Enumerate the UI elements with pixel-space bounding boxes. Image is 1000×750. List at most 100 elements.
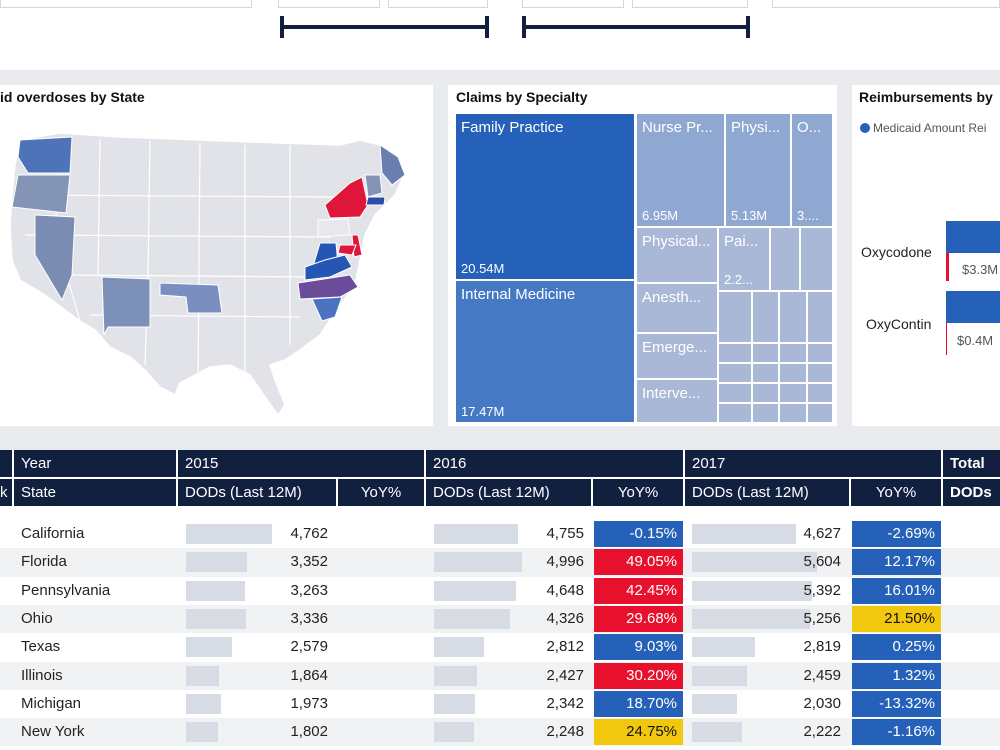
header-yoy-2015[interactable]: YoY% <box>338 479 424 506</box>
state-name: Illinois <box>21 666 63 684</box>
dods-2015: 4,762 <box>290 525 328 542</box>
table-row[interactable]: Ohio 3,336 4,326 29.68% 5,256 21.50% <box>0 604 1000 634</box>
slider-handle-end[interactable] <box>746 16 750 38</box>
treemap-cell-small[interactable] <box>770 227 800 291</box>
treemap-cell-small[interactable] <box>718 363 752 383</box>
treemap-cell-small[interactable] <box>752 343 779 363</box>
treemap-cell-small[interactable] <box>807 403 833 423</box>
header-dods-2016[interactable]: DODs (Last 12M) <box>426 479 591 506</box>
table-row[interactable]: Texas 2,579 2,812 9.03% 2,819 0.25% <box>0 633 1000 661</box>
us-map[interactable] <box>0 85 433 426</box>
treemap-cell-small[interactable] <box>807 383 833 403</box>
treemap-cell-pain-management[interactable]: Pai... 2.2... <box>718 227 770 291</box>
treemap-cell-small[interactable] <box>779 403 807 423</box>
reimbursements-panel: Reimbursements by Medicaid Amount Rei Ox… <box>852 85 1000 426</box>
treemap-cell-small[interactable] <box>718 291 752 343</box>
treemap-cell-nurse-practitioner[interactable]: Nurse Pr... 6.95M <box>636 113 725 227</box>
treemap-cell-interventional[interactable]: Interve... <box>636 379 718 423</box>
data-bar-2015 <box>186 693 222 714</box>
treemap-cell-small[interactable] <box>807 291 833 343</box>
treemap-cell-label: Anesth... <box>642 289 702 306</box>
filter-dropdown-1[interactable] <box>0 0 252 8</box>
data-bar-2015 <box>186 580 245 601</box>
date-range-slider-2[interactable] <box>522 16 750 38</box>
header-dods-2017[interactable]: DODs (Last 12M) <box>685 479 849 506</box>
dods-2015: 1,973 <box>290 694 328 712</box>
table-row[interactable]: Florida 3,352 4,996 49.05% 5,604 12.17% <box>0 548 1000 577</box>
data-bar-2016 <box>434 524 519 544</box>
header-2016[interactable]: 2016 <box>426 450 683 477</box>
treemap-cell-physical-medicine[interactable]: Physical... <box>636 227 718 283</box>
bar-oxycodone-secondary[interactable] <box>946 253 949 281</box>
header-yoy-2017[interactable]: YoY% <box>851 479 941 506</box>
dods-2015: 3,352 <box>290 553 328 571</box>
yoy-2017: 0.25% <box>852 634 941 661</box>
treemap-cell-small[interactable] <box>752 363 779 383</box>
treemap-cell-small[interactable] <box>807 343 833 363</box>
bar-oxycodone[interactable] <box>946 221 1000 253</box>
treemap-cell-small[interactable] <box>807 363 833 383</box>
table-row[interactable]: New York 1,802 2,248 24.75% 2,222 -1.16% <box>0 718 1000 747</box>
chart-legend[interactable]: Medicaid Amount Rei <box>860 121 986 135</box>
treemap-cell-small[interactable] <box>752 291 779 343</box>
treemap-cell-label: Pai... <box>724 233 759 250</box>
treemap-cell-internal-medicine[interactable]: Internal Medicine 17.47M <box>455 280 635 423</box>
bar-label-oxycontin: OxyContin <box>866 316 932 332</box>
header-yoy-2016[interactable]: YoY% <box>593 479 683 506</box>
treemap-cell-small[interactable] <box>718 383 752 403</box>
header-total[interactable]: Total <box>943 450 1000 477</box>
treemap-cell-other[interactable]: O... 3.... <box>791 113 833 227</box>
bar-value-oxycodone: $3.3M <box>962 262 999 277</box>
table-row[interactable]: California 4,762 4,755 -0.15% 4,627 -2.69% <box>0 520 1000 548</box>
dods-2016: 4,996 <box>546 553 584 571</box>
treemap-cell-small[interactable] <box>752 383 779 403</box>
date-range-slider-1[interactable] <box>280 16 489 38</box>
state-name: Pennsylvania <box>21 581 111 599</box>
treemap-cell-small[interactable] <box>779 383 807 403</box>
table-row[interactable]: Illinois 1,864 2,427 30.20% 2,459 1.32% <box>0 661 1000 690</box>
treemap-panel: Claims by Specialty Family Practice 20.5… <box>448 85 837 426</box>
header-2015[interactable]: 2015 <box>178 450 424 477</box>
yoy-2016: 30.20% <box>594 662 683 689</box>
treemap-cell-small[interactable] <box>800 227 833 291</box>
table-row[interactable]: Michigan 1,973 2,342 18.70% 2,030 -13.32% <box>0 690 1000 718</box>
state-name: Michigan <box>21 694 82 712</box>
data-bar-2017 <box>692 665 747 686</box>
date-end-input-1[interactable] <box>388 0 488 8</box>
data-bar-2016 <box>434 608 511 629</box>
slider-handle-end[interactable] <box>485 16 489 38</box>
slider-handle-start[interactable] <box>280 16 284 38</box>
header-2017[interactable]: 2017 <box>685 450 941 477</box>
bar-oxycontin[interactable] <box>946 291 1000 323</box>
treemap-cell-small[interactable] <box>718 343 752 363</box>
header-year[interactable]: Year <box>14 450 176 477</box>
filter-strip <box>0 0 1000 70</box>
treemap-cell-small[interactable] <box>779 291 807 343</box>
filter-dropdown-2[interactable] <box>772 0 1000 8</box>
state-name: Ohio <box>21 609 53 627</box>
map-title: id overdoses by State <box>0 89 145 105</box>
dods-2017: 2,222 <box>803 723 841 741</box>
data-bar-2016 <box>434 580 517 601</box>
date-start-input-1[interactable] <box>278 0 380 8</box>
legend-dot-icon <box>860 123 870 133</box>
treemap-cell-anesthesiology[interactable]: Anesth... <box>636 283 718 333</box>
data-bar-2017 <box>692 552 817 573</box>
treemap-cell-small[interactable] <box>779 343 807 363</box>
treemap-cell-physician-assistant[interactable]: Physi... 5.13M <box>725 113 791 227</box>
treemap-cell-emergency-medicine[interactable]: Emerge... <box>636 333 718 379</box>
yoy-2017: -2.69% <box>852 521 941 547</box>
treemap-cell-small[interactable] <box>752 403 779 423</box>
table-row[interactable]: Pennsylvania 3,263 4,648 42.45% 5,392 16.01% <box>0 577 1000 605</box>
header-dods-2015[interactable]: DODs (Last 12M) <box>178 479 336 506</box>
date-start-input-2[interactable] <box>522 0 624 8</box>
bar-oxycontin-secondary[interactable] <box>946 323 947 355</box>
treemap-cell-small[interactable] <box>779 363 807 383</box>
header-state[interactable]: State <box>14 479 176 506</box>
date-end-input-2[interactable] <box>632 0 748 8</box>
state-name: Texas <box>21 638 61 656</box>
slider-handle-start[interactable] <box>522 16 526 38</box>
treemap-cell-family-practice[interactable]: Family Practice 20.54M <box>455 113 635 280</box>
header-total-dods[interactable]: DODs <box>943 479 1000 506</box>
treemap-cell-small[interactable] <box>718 403 752 423</box>
